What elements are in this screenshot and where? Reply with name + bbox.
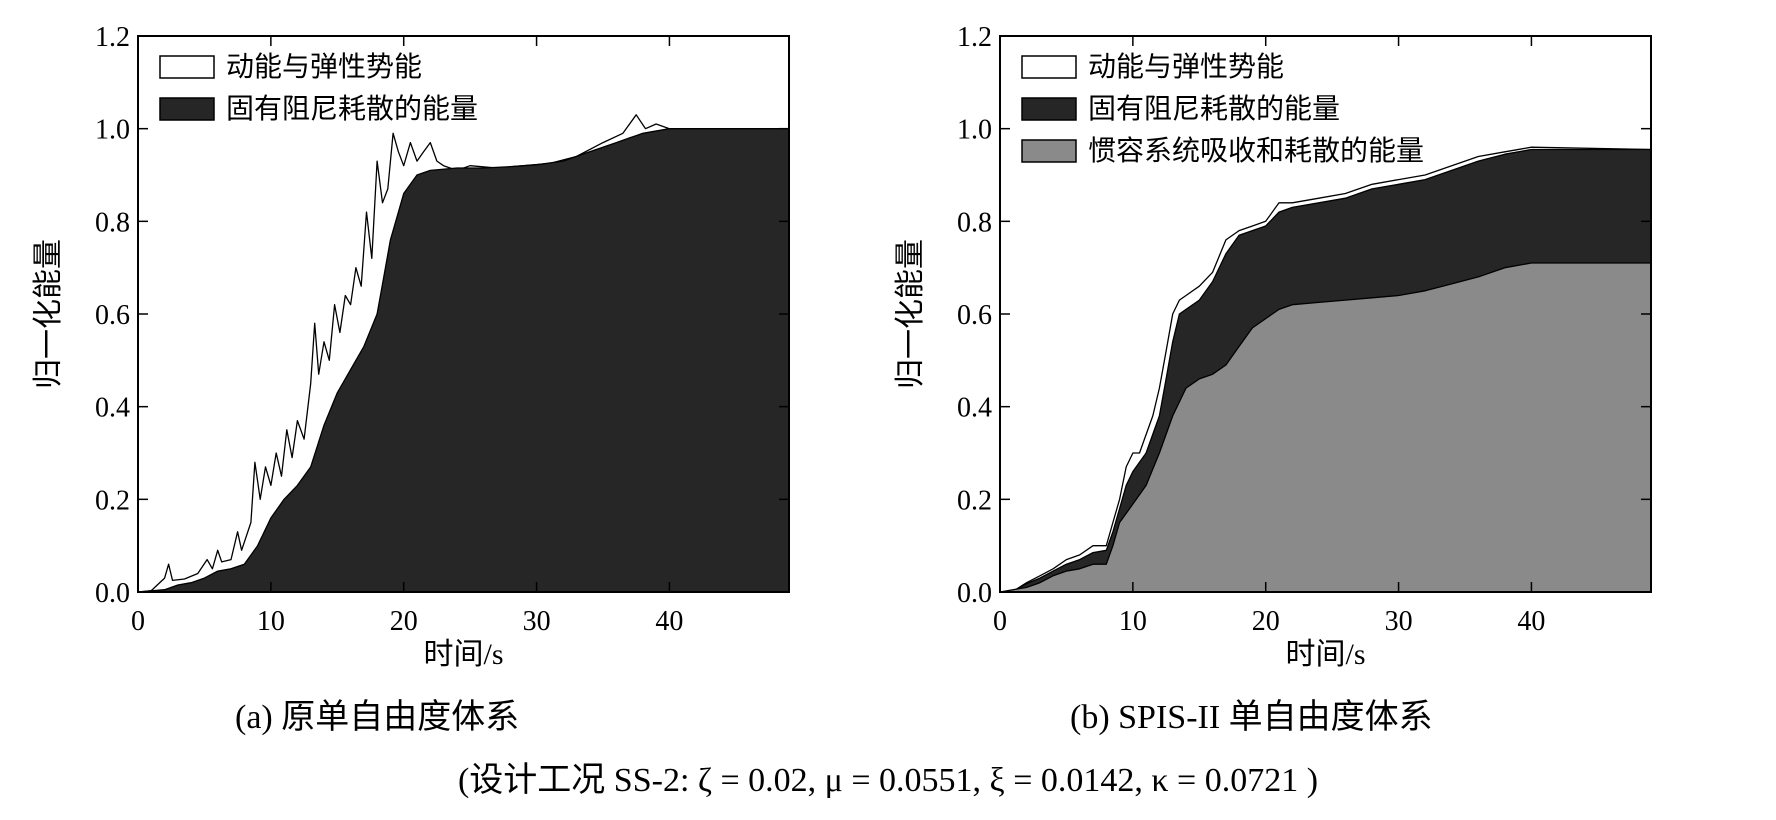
series-area-damping (137, 128, 790, 593)
panel-b-chart: 0 10 20 30 40 0.0 0.2 0.4 0.6 0.8 1.0 1.2 时间/s 归一化能量 动… (894, 22, 1652, 671)
series-area-inerter (999, 262, 1652, 593)
x-axis-label: 时间/s (1285, 638, 1365, 671)
x-tick-label: 20 (390, 606, 418, 637)
x-tick-label: 40 (1517, 606, 1545, 637)
legend-swatch (1021, 139, 1077, 163)
y-tick-label: 0.0 (957, 578, 992, 609)
y-tick-label: 0.0 (95, 578, 130, 609)
y-tick-label: 1.0 (95, 115, 130, 146)
legend-swatch (159, 97, 215, 121)
y-tick-label: 0.8 (95, 207, 130, 238)
y-tick-label: 0.6 (957, 300, 992, 331)
panel-a-chart: 0 10 20 30 40 0.0 0.2 0.4 0.6 0.8 1.0 1.2 时间/s 归一化能量 动… (32, 22, 790, 671)
caption-b: (b) SPIS-II 单自由度体系 (1070, 698, 1433, 736)
design-case-caption: (设计工况 SS-2: ζ = 0.02, μ = 0.0551, ξ = 0.… (458, 762, 1318, 799)
x-tick-label: 30 (523, 606, 551, 637)
y-tick-label: 0.6 (95, 300, 130, 331)
x-tick-label: 0 (993, 606, 1007, 637)
y-tick-label: 0.8 (957, 207, 992, 238)
y-axis-label: 归一化能量 (894, 239, 927, 389)
x-tick-label: 0 (131, 606, 145, 637)
y-tick-label: 0.4 (95, 393, 130, 424)
legend-swatch (159, 55, 215, 79)
legend-swatch (1021, 97, 1077, 121)
legend-label: 动能与弹性势能 (226, 51, 422, 83)
y-tick-label: 1.2 (95, 22, 130, 53)
legend-label: 惯容系统吸收和耗散的能量 (1088, 135, 1424, 167)
legend-label: 固有阻尼耗散的能量 (226, 93, 478, 125)
caption-a: (a) 原单自由度体系 (235, 698, 519, 736)
y-tick-label: 1.0 (957, 115, 992, 146)
legend-label: 动能与弹性势能 (1088, 51, 1284, 83)
x-tick-label: 10 (1119, 606, 1147, 637)
y-tick-label: 1.2 (957, 22, 992, 53)
x-tick-label: 10 (257, 606, 285, 637)
y-tick-label: 0.2 (95, 485, 130, 516)
x-tick-label: 20 (1252, 606, 1280, 637)
y-tick-label: 0.2 (957, 485, 992, 516)
x-axis-label: 时间/s (423, 638, 503, 671)
x-tick-label: 40 (655, 606, 683, 637)
y-axis-label: 归一化能量 (32, 239, 65, 389)
y-tick-label: 0.4 (957, 393, 992, 424)
legend-label: 固有阻尼耗散的能量 (1088, 93, 1340, 125)
legend-swatch (1021, 55, 1077, 79)
x-tick-label: 30 (1385, 606, 1413, 637)
